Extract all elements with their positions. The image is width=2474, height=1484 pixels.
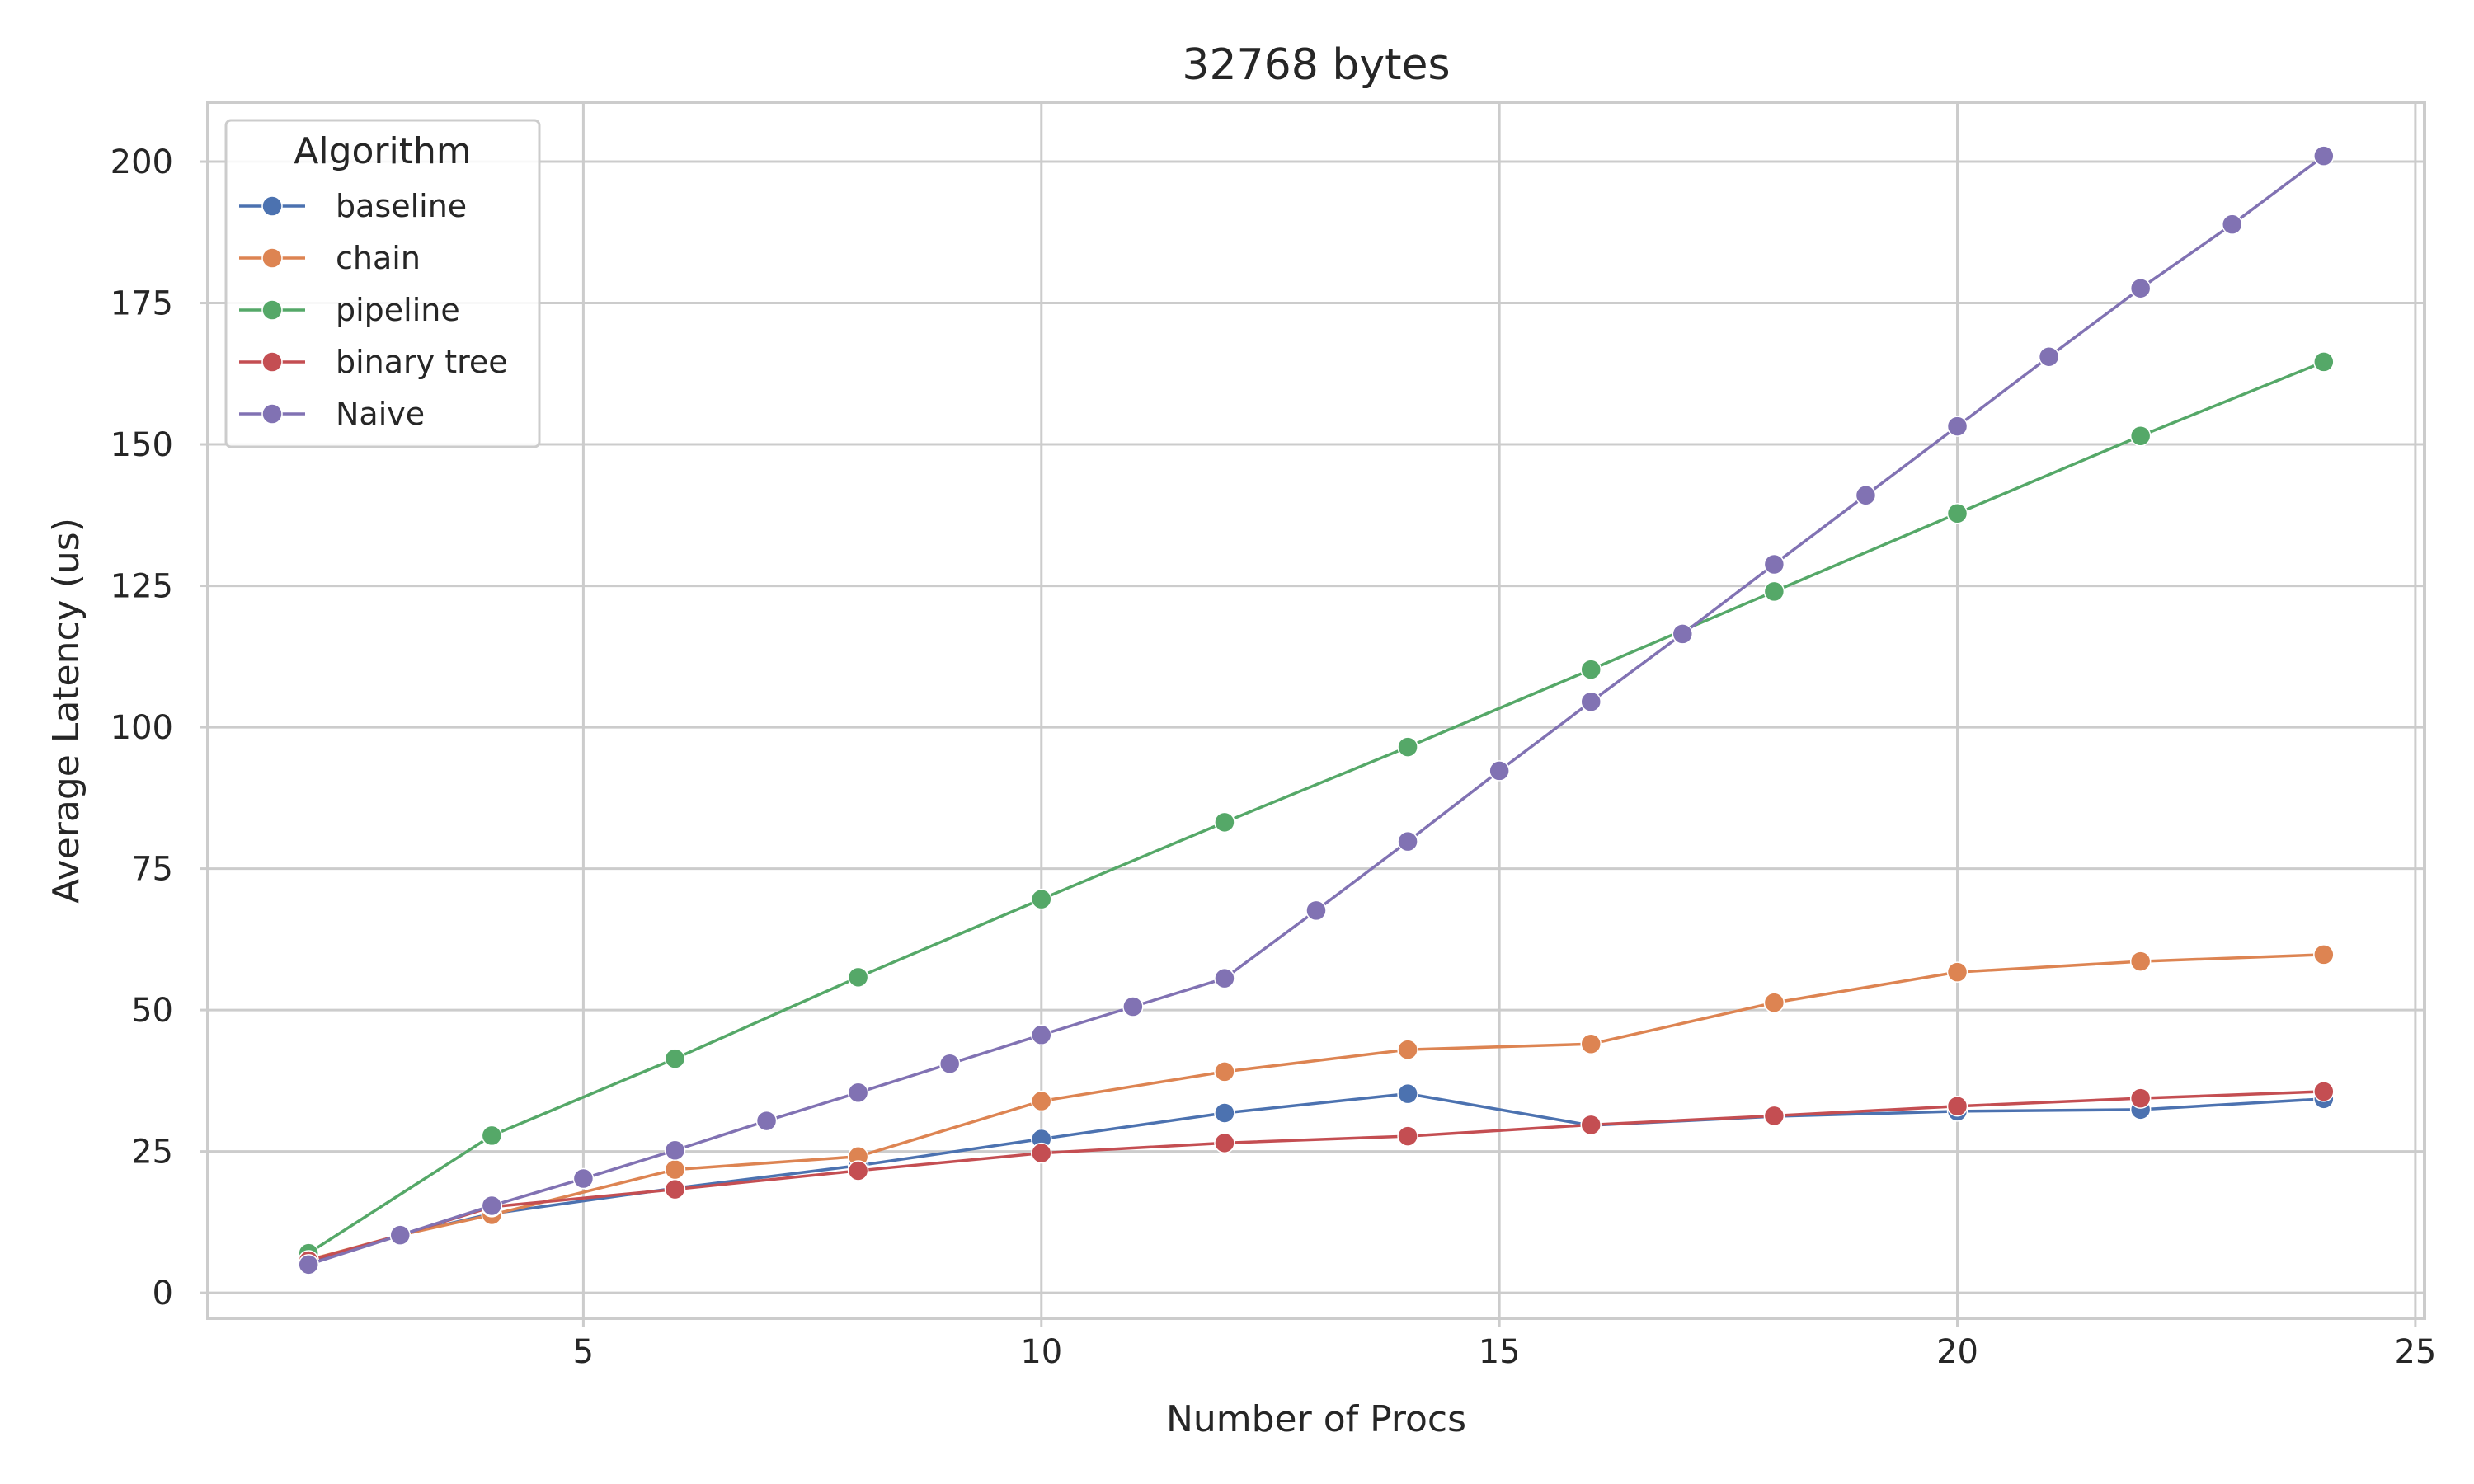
x-tick-label: 10: [1020, 1333, 1062, 1371]
legend-label: binary tree: [336, 344, 508, 380]
data-point-binary-tree: [1031, 1142, 1052, 1164]
legend-item-chain: chain: [239, 240, 421, 276]
data-point-naive: [1855, 485, 1877, 506]
data-point-pipeline: [847, 966, 869, 989]
x-tick-label: 20: [1936, 1333, 1978, 1371]
data-point-chain: [1031, 1090, 1052, 1112]
data-point-chain: [1214, 1061, 1235, 1082]
data-point-naive: [1946, 416, 1968, 437]
data-point-pipeline: [1031, 888, 1052, 910]
y-tick-label: 150: [111, 426, 173, 464]
data-point-pipeline: [481, 1125, 503, 1147]
legend-swatch-marker: [261, 351, 283, 373]
data-point-naive: [1672, 623, 1694, 645]
data-point-naive: [389, 1224, 412, 1246]
data-point-naive: [664, 1139, 686, 1161]
legend-swatch-marker: [261, 195, 283, 217]
legend-label: pipeline: [336, 292, 460, 328]
legend-swatch-marker: [261, 247, 283, 269]
data-point-naive: [755, 1110, 778, 1132]
legend-label: baseline: [336, 188, 467, 224]
legend-swatch-marker: [261, 403, 283, 425]
series-naive: [298, 145, 2335, 1275]
y-tick-label: 175: [111, 285, 173, 323]
data-point-binary-tree: [2313, 1081, 2335, 1102]
tick-labels: 5 10 15 20 25 0 25 50 75 100 125 150 175 200: [111, 143, 2437, 1371]
data-point-naive: [2221, 214, 2243, 235]
data-point-naive: [1763, 553, 1785, 575]
data-point-pipeline: [1763, 580, 1785, 603]
data-point-binary-tree: [1397, 1125, 1418, 1147]
data-point-binary-tree: [1580, 1114, 1602, 1136]
data-point-chain: [1580, 1033, 1602, 1055]
x-axis-title: Number of Procs: [1166, 1398, 1466, 1440]
data-point-pipeline: [1397, 736, 1418, 758]
chart-title: 32768 bytes: [1182, 40, 1450, 90]
data-point-pipeline: [1580, 659, 1602, 680]
y-tick-label: 25: [131, 1134, 173, 1172]
data-point-chain: [2313, 944, 2335, 965]
data-point-naive: [1305, 899, 1327, 922]
data-point-naive: [1489, 760, 1510, 782]
x-tick-label: 25: [2394, 1333, 2436, 1371]
legend-title: Algorithm: [294, 130, 472, 172]
data-point-binary-tree: [1763, 1105, 1785, 1127]
data-point-baseline: [1397, 1082, 1418, 1105]
legend: Algorithm baseline chain pipeline binary tr…: [224, 119, 541, 448]
y-axis-title: Average Latency (us): [45, 518, 87, 904]
data-point-naive: [847, 1082, 869, 1104]
y-tick-label: 0: [153, 1275, 173, 1313]
data-point-binary-tree: [1214, 1132, 1235, 1154]
x-tick-label: 15: [1479, 1333, 1521, 1371]
data-point-binary-tree: [1946, 1095, 1968, 1117]
data-point-naive: [938, 1053, 961, 1075]
data-point-naive: [1580, 691, 1602, 712]
data-point-pipeline: [1946, 503, 1968, 524]
y-tick-label: 200: [111, 143, 173, 181]
data-point-chain: [2129, 951, 2152, 972]
data-point-naive: [1397, 830, 1418, 852]
y-tick-label: 125: [111, 568, 173, 606]
data-point-naive: [1122, 996, 1144, 1017]
legend-items: baseline chain pipeline binary tree Naive: [239, 188, 508, 432]
data-point-naive: [2038, 345, 2060, 368]
series-pipeline: [298, 351, 2335, 1264]
data-point-naive: [1031, 1024, 1052, 1046]
data-point-naive: [572, 1167, 595, 1190]
y-tick-label: 75: [131, 851, 173, 889]
legend-label: chain: [336, 240, 421, 276]
legend-item-pipeline: pipeline: [239, 292, 460, 328]
series-line-pipeline: [308, 360, 2325, 1255]
y-tick-label: 100: [111, 709, 173, 747]
data-point-binary-tree: [664, 1178, 686, 1200]
legend-box: [224, 119, 541, 448]
data-point-binary-tree: [847, 1160, 869, 1181]
data-point-naive: [481, 1195, 503, 1217]
plot-area-frame: [206, 101, 2426, 1320]
data-point-naive: [2129, 277, 2152, 299]
data-point-chain: [1397, 1039, 1418, 1060]
data-point-pipeline: [2313, 351, 2335, 373]
data-point-binary-tree: [2129, 1087, 2152, 1109]
legend-label: Naive: [336, 396, 425, 432]
legend-item-binary-tree: binary tree: [239, 344, 508, 380]
data-point-baseline: [1214, 1102, 1235, 1124]
data-point-chain: [664, 1158, 686, 1181]
data-point-chain: [1946, 961, 1968, 983]
x-tick-label: 5: [573, 1333, 594, 1371]
grid: [208, 102, 2425, 1318]
series-layer: [298, 145, 2335, 1275]
legend-item-baseline: baseline: [239, 188, 467, 224]
y-tick-label: 50: [131, 992, 173, 1030]
data-point-pipeline: [664, 1048, 686, 1069]
data-point-pipeline: [2129, 425, 2152, 447]
data-point-pipeline: [1214, 811, 1235, 834]
data-point-chain: [1763, 992, 1785, 1013]
data-point-naive: [1214, 967, 1235, 989]
legend-swatch-marker: [261, 299, 283, 321]
data-point-naive: [298, 1254, 319, 1275]
data-point-naive: [2313, 145, 2335, 167]
legend-item-naive: Naive: [239, 396, 425, 432]
